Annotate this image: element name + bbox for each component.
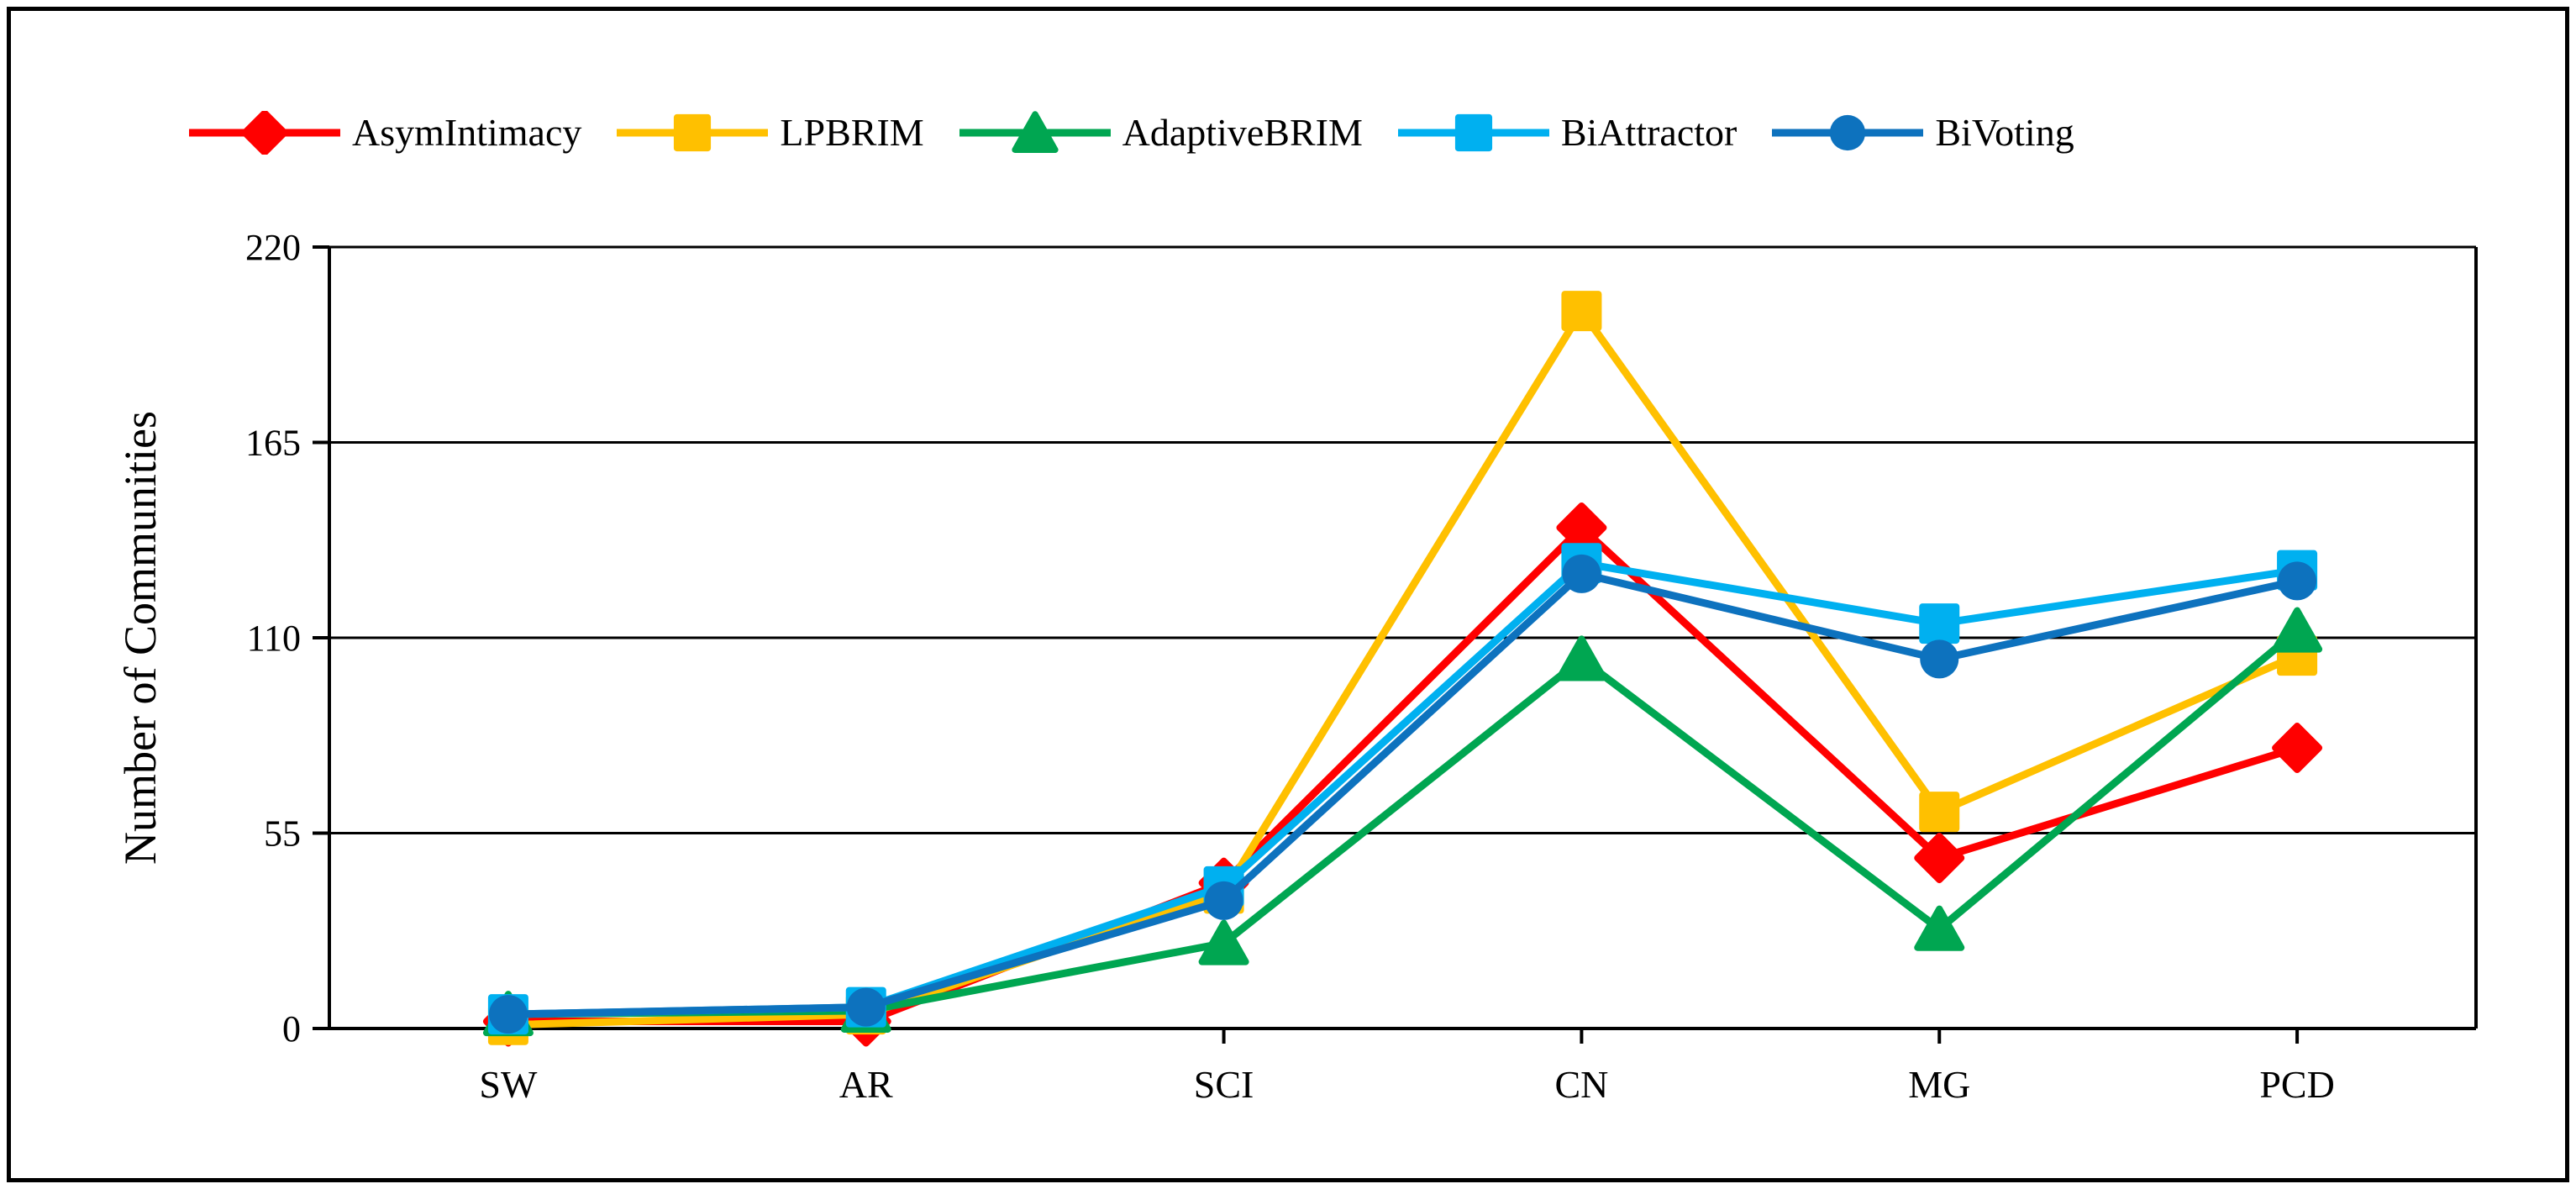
legend-marker-square	[1397, 113, 1549, 152]
series-line-BiAttractor	[504, 559, 2301, 1018]
legend-label: BiAttractor	[1560, 111, 1737, 154]
data-point-marker	[1556, 635, 1607, 681]
series-line-AdaptiveBRIM	[504, 627, 2301, 1018]
data-point-marker	[1561, 291, 1602, 332]
data-point-marker	[674, 113, 712, 152]
data-point-marker	[1198, 919, 1249, 965]
x-category-label: CN	[1554, 1063, 1608, 1106]
data-point-marker	[1204, 881, 1243, 920]
legend-label: LPBRIM	[780, 111, 924, 154]
x-category-label: AR	[839, 1063, 893, 1106]
data-point-marker	[1914, 905, 1965, 951]
legend-marker-circle	[1772, 114, 1924, 151]
y-tick-label: 165	[245, 423, 301, 464]
data-point-marker	[2278, 561, 2317, 601]
y-tick-label: 220	[245, 227, 301, 268]
y-tick-label: 0	[282, 1008, 301, 1050]
data-point-marker	[1920, 639, 1959, 679]
legend-item-AsymIntimacy: AsymIntimacy	[189, 111, 581, 155]
data-point-marker	[1562, 554, 1601, 593]
series-line-LPBRIM	[504, 307, 2301, 1029]
legend-marker-square	[617, 113, 769, 152]
y-tick-label: 55	[264, 813, 301, 855]
data-point-marker	[1830, 114, 1866, 151]
data-point-marker	[1919, 603, 1960, 644]
data-point-marker	[2272, 607, 2323, 653]
data-point-marker	[846, 987, 886, 1027]
y-tick-label: 110	[247, 618, 301, 659]
chart-legend: AsymIntimacy LPBRIM AdaptiveBRIM BiAttracto…	[189, 111, 2074, 155]
legend-marker-triangle	[959, 111, 1111, 153]
legend-item-BiVoting: BiVoting	[1772, 111, 2074, 155]
x-category-label: SW	[479, 1063, 538, 1106]
legend-item-AdaptiveBRIM: AdaptiveBRIM	[959, 111, 1363, 155]
legend-label: AsymIntimacy	[352, 111, 582, 154]
data-point-marker	[488, 995, 528, 1034]
data-point-marker	[2272, 723, 2323, 774]
legend-item-LPBRIM: LPBRIM	[617, 111, 924, 155]
x-category-label: MG	[1908, 1063, 1970, 1106]
legend-label: AdaptiveBRIM	[1122, 111, 1363, 154]
data-point-marker	[1914, 833, 1965, 884]
data-point-marker	[1454, 113, 1492, 152]
series-line-BiVoting	[504, 570, 2301, 1018]
legend-item-BiAttractor: BiAttractor	[1397, 111, 1737, 155]
data-point-marker	[1012, 111, 1059, 153]
series-line-AsymIntimacy	[504, 523, 2301, 1026]
legend-label: BiVoting	[1935, 111, 2074, 154]
x-category-label: SCI	[1194, 1063, 1254, 1106]
data-point-marker	[241, 111, 288, 155]
legend-marker-diamond	[189, 111, 340, 155]
data-point-marker	[1919, 792, 1960, 833]
x-category-label: PCD	[2259, 1063, 2334, 1106]
y-axis-title: Number of Communities	[115, 411, 166, 865]
